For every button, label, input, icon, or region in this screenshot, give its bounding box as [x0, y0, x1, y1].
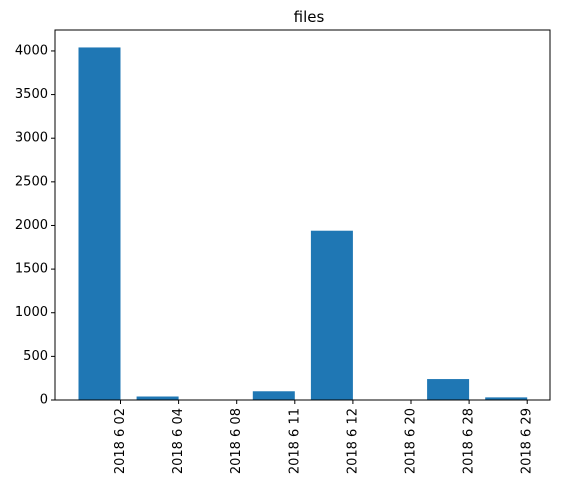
y-tick-label: 0: [40, 393, 48, 408]
y-tick-label: 3500: [15, 87, 48, 102]
bar-7: [485, 397, 528, 400]
y-tick-label: 500: [23, 349, 48, 364]
y-tick-label: 3000: [15, 131, 48, 146]
x-tick-label: 2018 6 08: [229, 408, 244, 474]
x-axis-ticks: 2018 6 02 2018 6 04 2018 6 08 2018 6 11 2018…: [113, 400, 535, 474]
axes-layer: [54, 29, 551, 401]
bar-6: [427, 379, 470, 400]
x-tick-label: 2018 6 29: [520, 408, 535, 474]
y-tick-label: 1500: [15, 262, 48, 277]
x-tick-label: 2018 6 11: [287, 408, 302, 474]
bar-1: [136, 396, 179, 400]
chart-title: files: [294, 8, 325, 26]
plot-frame: [54, 29, 551, 401]
y-tick-label: 4000: [15, 43, 48, 58]
bar-3: [252, 391, 295, 400]
y-axis-ticks: 0 500 1000 1500 2000 2500 3000 3500 4000: [15, 43, 55, 408]
x-tick-label: 2018 6 02: [113, 408, 128, 474]
x-tick-label: 2018 6 04: [171, 408, 186, 474]
x-tick-label: 2018 6 28: [462, 408, 477, 474]
y-tick-label: 1000: [15, 305, 48, 320]
x-tick-label: 2018 6 12: [345, 408, 360, 474]
y-tick-label: 2000: [15, 218, 48, 233]
bar-0: [78, 47, 121, 400]
bar-4: [310, 230, 353, 400]
y-tick-label: 2500: [15, 174, 48, 189]
x-tick-label: 2018 6 20: [404, 408, 419, 474]
bars-layer: [78, 47, 528, 400]
